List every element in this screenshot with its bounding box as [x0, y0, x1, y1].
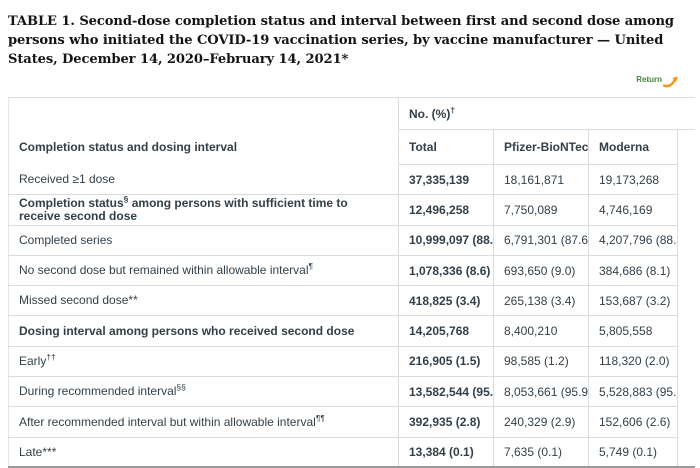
- cell-moderna: 5,528,883 (95.2): [588, 376, 678, 408]
- row-label: After recommended interval but within al…: [8, 406, 399, 438]
- cell-moderna: 5,805,558: [588, 315, 678, 347]
- cell-pfizer: 265,138 (3.4): [493, 285, 589, 317]
- cell-pfizer: 693,650 (9.0): [493, 255, 589, 287]
- cell-moderna: 384,686 (8.1): [588, 255, 678, 287]
- cell-pfizer: 6,791,301 (87.6): [493, 225, 589, 256]
- group-header-row: Completion status and dosing interval No…: [9, 97, 695, 154]
- spacer-cell: [677, 406, 695, 438]
- row-label: Received ≥1 dose: [8, 164, 399, 196]
- table-row: Received ≥1 dose 37,335,139 18,161,871 1…: [8, 164, 695, 196]
- row-label: No second dose but remained within allow…: [8, 255, 399, 287]
- footnote-marker: §: [123, 194, 129, 204]
- footnote-marker: ††: [46, 351, 56, 362]
- table-row: After recommended interval but within al…: [8, 406, 695, 438]
- cell-moderna: 4,207,796 (88.7): [588, 225, 678, 256]
- cell-pfizer: 7,635 (0.1): [493, 437, 589, 468]
- row-label: Completion status§ among persons with su…: [8, 194, 399, 226]
- cell-total: 37,335,139: [398, 164, 494, 196]
- table-row: Early†† 216,905 (1.5) 98,585 (1.2) 118,3…: [8, 346, 695, 378]
- cell-total: 13,384 (0.1): [398, 437, 494, 468]
- spacer-cell: [677, 346, 695, 377]
- row-label: Dosing interval among persons who receiv…: [8, 315, 399, 347]
- cell-moderna: 19,173,268: [588, 164, 678, 196]
- cell-total: 14,205,768: [398, 315, 494, 347]
- cell-moderna: 118,320 (2.0): [588, 346, 678, 378]
- footnote-marker: †: [450, 104, 456, 115]
- column-header-row: Total Pfizer-BioNTech Moderna: [9, 129, 695, 165]
- cell-total: 418,825 (3.4): [398, 285, 494, 317]
- spacer-cell: [677, 225, 695, 256]
- column-header-completion-status: Completion status and dosing interval: [19, 139, 238, 154]
- spacer-cell: [677, 285, 695, 316]
- spacer-cell: [677, 437, 695, 468]
- column-header-total: Total: [398, 129, 494, 165]
- second-dose-completion-table: Completion status and dosing interval No…: [8, 97, 695, 468]
- return-link-label: Return: [636, 74, 662, 84]
- return-row: Return: [8, 69, 692, 93]
- column-header-pfizer-biontech: Pfizer-BioNTech: [493, 129, 589, 165]
- cell-moderna: 4,746,169: [588, 194, 678, 226]
- table-title: TABLE 1. Second-dose completion status a…: [8, 14, 674, 67]
- cell-pfizer: 7,750,089: [493, 194, 589, 226]
- table-row: Missed second dose** 418,825 (3.4) 265,1…: [8, 285, 695, 317]
- curved-return-arrow-icon: [663, 75, 678, 88]
- cell-total: 13,582,544 (95.6): [398, 376, 494, 408]
- footnote-marker: §§: [176, 382, 186, 393]
- row-label: Completed series: [8, 225, 399, 256]
- footnote-marker: ¶¶: [315, 412, 325, 423]
- cell-total: 392,935 (2.8): [398, 406, 494, 438]
- table-row: Dosing interval among persons who receiv…: [8, 315, 695, 347]
- row-label: Missed second dose**: [8, 285, 399, 317]
- table-row: Completed series 10,999,097 (88.0) 6,791…: [8, 225, 695, 256]
- table-row: No second dose but remained within allow…: [8, 255, 695, 287]
- group-header-no-pct: No. (%)†: [398, 97, 695, 130]
- spacer-cell: [677, 164, 695, 195]
- row-label: Early††: [8, 346, 399, 378]
- table-row: Late*** 13,384 (0.1) 7,635 (0.1) 5,749 (…: [9, 437, 695, 468]
- column-header-moderna: Moderna: [588, 129, 678, 165]
- row-label: During recommended interval§§: [8, 376, 399, 408]
- cell-total: 1,078,336 (8.6): [398, 255, 494, 287]
- row-label: Late***: [19, 444, 57, 459]
- return-link[interactable]: Return: [636, 75, 678, 88]
- cell-total: 10,999,097 (88.0): [398, 225, 494, 256]
- cell-pfizer: 8,400,210: [493, 315, 589, 347]
- table-row: During recommended interval§§ 13,582,544…: [8, 376, 695, 408]
- cell-total: 216,905 (1.5): [398, 346, 494, 378]
- spacer-cell: [677, 376, 695, 407]
- footnote-marker: ¶: [308, 261, 314, 272]
- cell-pfizer: 98,585 (1.2): [493, 346, 589, 378]
- spacer-cell: [677, 255, 695, 286]
- cell-moderna: 152,606 (2.6): [588, 406, 678, 438]
- spacer-cell: [677, 194, 695, 226]
- table-row: Completion status§ among persons with su…: [8, 194, 695, 226]
- cell-pfizer: 18,161,871: [493, 164, 589, 196]
- cell-total: 12,496,258: [398, 194, 494, 226]
- header-spacer-cell: [677, 129, 695, 165]
- cell-pfizer: 8,053,661 (95.9): [493, 376, 589, 408]
- cell-pfizer: 240,329 (2.9): [493, 406, 589, 438]
- cell-moderna: 5,749 (0.1): [588, 437, 678, 468]
- spacer-cell: [677, 315, 695, 347]
- cell-moderna: 153,687 (3.2): [588, 285, 678, 317]
